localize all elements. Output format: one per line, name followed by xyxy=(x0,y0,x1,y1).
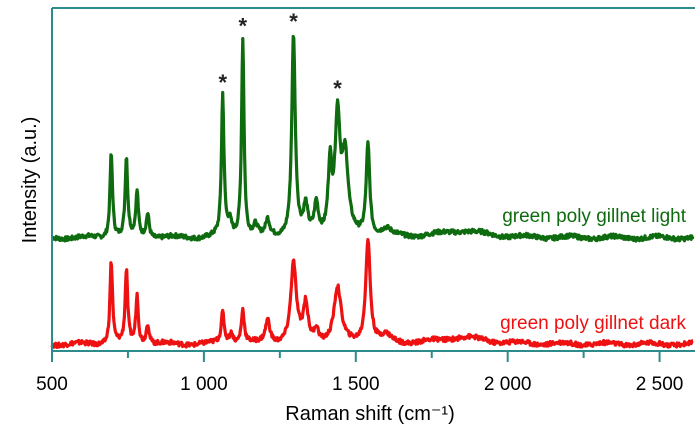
x-axis-title: Raman shift (cm⁻¹) xyxy=(285,403,454,425)
x-tick-label: 2 000 xyxy=(484,374,532,395)
peak-marker-asterisk: * xyxy=(218,70,227,95)
peak-marker-asterisk: * xyxy=(333,76,342,101)
x-tick-label: 1 500 xyxy=(332,374,380,395)
series-line-dark xyxy=(50,238,694,349)
peak-marker-asterisk: * xyxy=(289,9,298,34)
legend-label-light: green poly gillnet light xyxy=(502,206,687,227)
x-tick-label: 500 xyxy=(36,374,68,395)
legend-label-dark: green poly gillnet dark xyxy=(500,313,686,334)
x-tick-label: 1 000 xyxy=(180,374,228,395)
y-axis-title: Intensity (a.u.) xyxy=(19,117,41,244)
x-tick-label: 2 500 xyxy=(636,374,684,395)
series-line-light xyxy=(51,34,695,243)
peak-marker-asterisk: * xyxy=(238,13,247,38)
